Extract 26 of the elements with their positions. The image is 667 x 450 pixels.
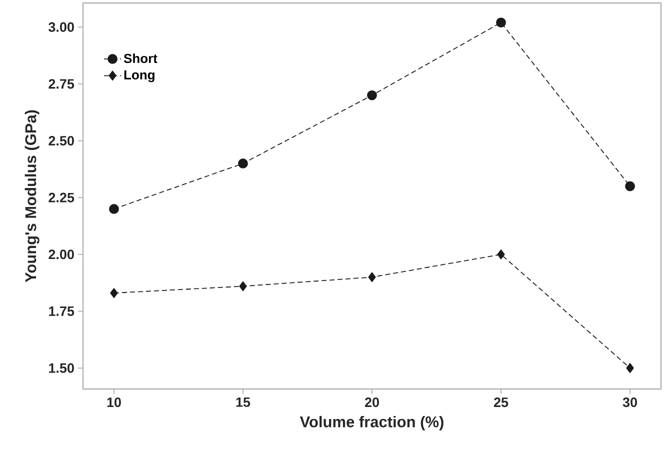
y-tick-label: 2.00: [48, 250, 74, 260]
point: [367, 90, 377, 100]
y-tick-label: 1.50: [49, 363, 74, 373]
y-tick-label: 2.50: [48, 136, 74, 146]
point: [626, 363, 634, 374]
point: [238, 158, 248, 168]
y-tick-label: 2.75: [48, 79, 74, 89]
legend-label: Short: [124, 54, 158, 64]
point: [110, 288, 118, 298]
y-tick-label: 2.25: [48, 192, 74, 202]
x-tick-label: 15: [236, 398, 250, 407]
x-tick-label: 10: [107, 398, 121, 408]
x-tick-label: 25: [494, 398, 508, 408]
point: [239, 281, 247, 292]
point: [497, 249, 505, 260]
x-axis-title: Volume fraction (%): [300, 416, 444, 430]
y-tick-label: 1.75: [49, 306, 74, 316]
y-axis-title: Young's Modulus (GPa): [24, 110, 40, 282]
point: [625, 181, 635, 192]
point: [496, 18, 506, 28]
x-tick-label: 30: [622, 398, 637, 408]
y-tick-label: 3.00: [48, 22, 74, 32]
point: [368, 272, 376, 282]
point: [109, 204, 119, 214]
x-tick-label: 20: [364, 398, 379, 408]
legend-label: Long: [124, 70, 154, 82]
